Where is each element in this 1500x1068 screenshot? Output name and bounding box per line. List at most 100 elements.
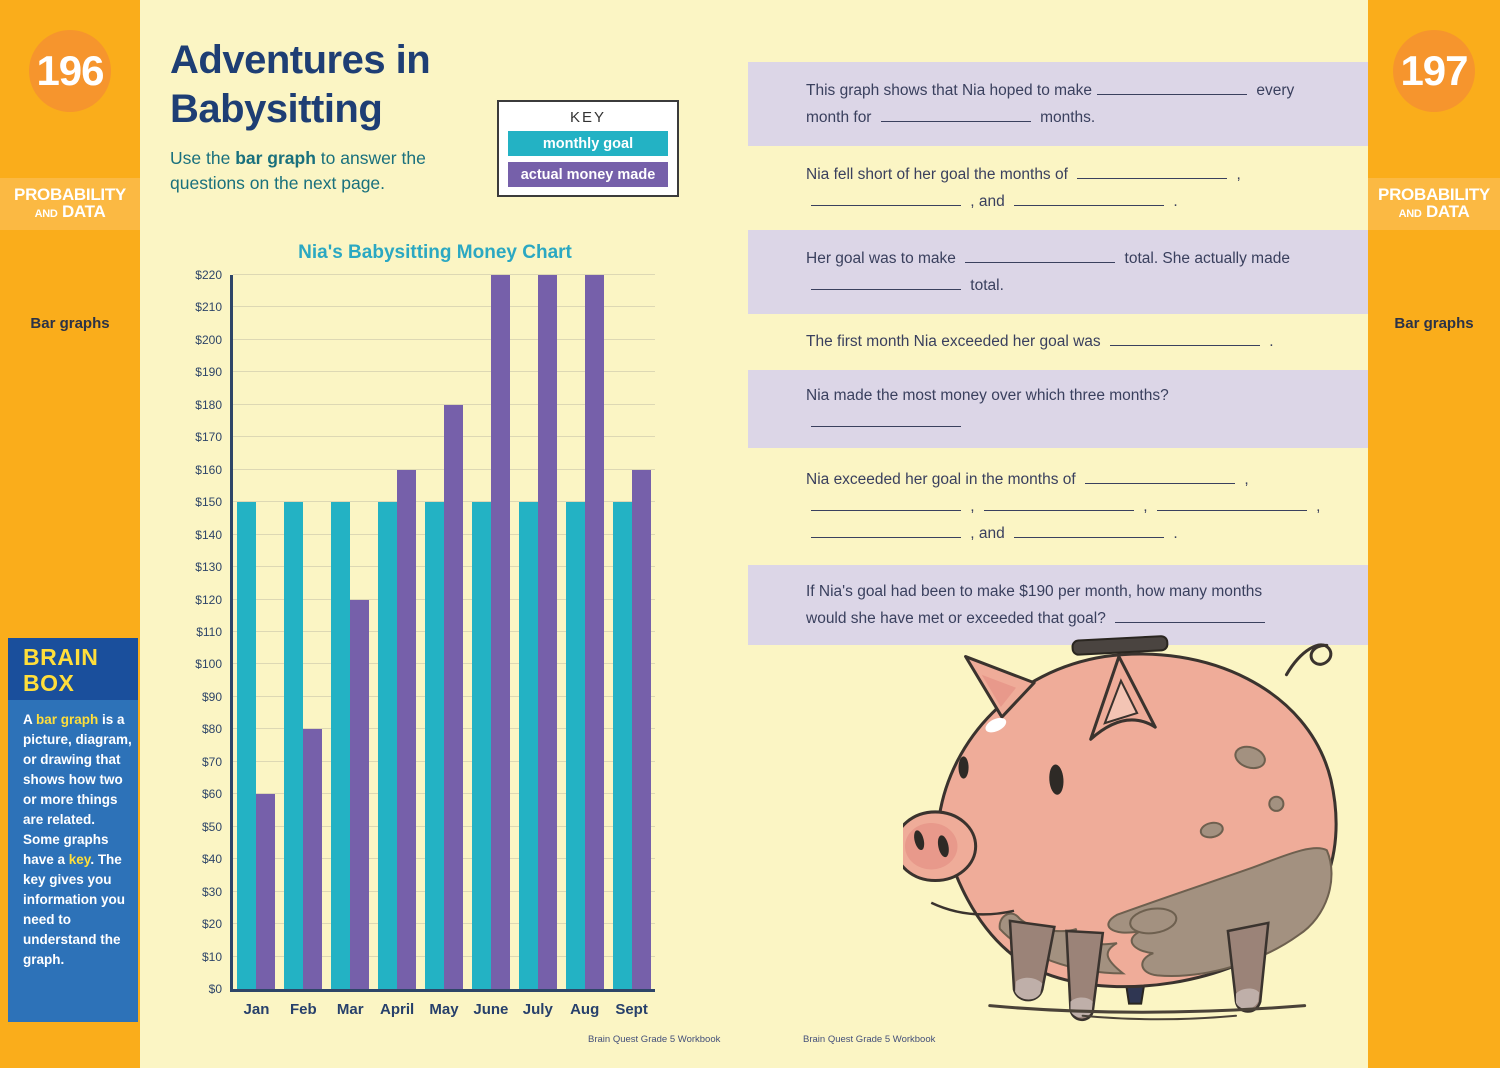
y-axis-tick-label: $110 — [196, 625, 222, 639]
piggy-left-ear-inner — [981, 674, 1017, 707]
ground-line — [988, 1004, 1307, 1014]
bar-goal-may — [425, 502, 444, 989]
bar-actual-june — [490, 275, 510, 989]
section-banner-left: PROBABILITY AND DATA — [0, 178, 140, 230]
piggy-mouth — [930, 901, 1015, 916]
instructions-text: Use the bar graph to answer the question… — [170, 146, 470, 196]
bar-actual-feb — [303, 729, 323, 989]
piggy-hoof — [1015, 977, 1043, 1000]
page-number-left: 196 — [29, 30, 111, 112]
question-text: . — [1264, 333, 1274, 350]
question-text: Nia fell short of her goal the months of — [806, 166, 1073, 183]
bar-goal-july — [518, 502, 538, 989]
bar-group-mar — [327, 275, 374, 989]
question-text: The first month Nia exceeded her goal wa… — [806, 333, 1105, 350]
y-axis-tick-label: $170 — [195, 430, 222, 445]
chart-plot: Jan Feb Mar April May June July Aug Sept $0 $10 $2… — [195, 268, 655, 1018]
key-item-0: monthly goal — [508, 131, 668, 156]
piggy-bank-illustration — [903, 635, 1338, 1022]
bar-goal-feb — [284, 502, 304, 989]
text-segment: is a picture, diagram, or drawing that s… — [23, 712, 132, 867]
question-text: months. — [1035, 109, 1096, 126]
answer-blank[interactable] — [811, 191, 961, 206]
answer-blank[interactable] — [811, 496, 961, 511]
bar-goal-mar — [331, 502, 351, 989]
answer-blank[interactable] — [983, 496, 1134, 511]
answer-blank[interactable] — [1014, 523, 1165, 538]
y-axis-tick-label: $160 — [195, 462, 222, 477]
piggy-mud-spot — [1129, 907, 1178, 935]
y-axis-tick-label: $80 — [201, 722, 222, 737]
question-text: , — [1240, 471, 1249, 488]
bar-group-feb — [280, 275, 327, 989]
coin-slot — [1071, 635, 1169, 656]
section-title-line1: PROBABILITY — [14, 184, 126, 204]
answer-blank[interactable] — [880, 107, 1031, 122]
bar-actual-aug — [584, 275, 604, 989]
section-title-line2: AND DATA — [1398, 201, 1470, 221]
bar-goal-aug — [565, 502, 585, 989]
bar-group-july — [514, 275, 561, 989]
y-axis-tick-label: $130 — [195, 560, 222, 575]
bar-group-june — [467, 275, 514, 989]
y-axis-tick-label: $210 — [195, 300, 222, 315]
bar-groups — [233, 275, 655, 989]
key-title: KEY — [569, 109, 606, 126]
gridline — [233, 338, 655, 340]
piggy-eye-far — [958, 756, 969, 779]
bar-goal-june — [471, 502, 491, 989]
y-axis-tick-label: $120 — [195, 592, 222, 607]
answer-blank[interactable] — [1109, 331, 1260, 346]
footer-left: Brain Quest Grade 5 Workbook — [588, 1034, 721, 1045]
question-text: would she have met or exceeded that goal… — [806, 610, 1111, 627]
question-6: Nia exceeded her goal in the months of ,… — [748, 451, 1368, 562]
question-text: total. She actually made — [1120, 250, 1290, 267]
y-axis-tick-label: $180 — [195, 397, 222, 412]
question-text: , and — [966, 525, 1010, 542]
piggy-tail — [1284, 643, 1333, 677]
x-axis-label-feb: Feb — [290, 1001, 317, 1018]
y-axis-tick-label: $10 — [201, 949, 222, 964]
bar-actual-sept — [631, 469, 651, 989]
bar-actual-mar — [350, 599, 370, 989]
answer-blank[interactable] — [965, 248, 1116, 263]
text-segment: Use the — [170, 148, 236, 168]
answer-blank[interactable] — [811, 275, 961, 290]
page-number-right: 197 — [1393, 30, 1475, 112]
piggy-shine — [985, 717, 1007, 733]
y-axis-tick-label: $90 — [201, 689, 222, 704]
gridline — [233, 274, 655, 275]
question-text: , and — [966, 193, 1010, 210]
chart-key: KEY monthly goal actual money made — [497, 100, 679, 197]
answer-blank[interactable] — [811, 523, 961, 538]
answer-blank[interactable] — [1085, 469, 1236, 484]
question-4: The first month Nia exceeded her goal wa… — [748, 317, 1368, 367]
answer-blank[interactable] — [1077, 164, 1228, 179]
answer-blank[interactable] — [811, 412, 961, 427]
text-segment: bar graph — [36, 712, 99, 727]
question-text: , — [1232, 166, 1241, 183]
answer-blank[interactable] — [1097, 80, 1248, 95]
question-2: Nia fell short of her goal the months of… — [748, 149, 1368, 227]
x-axis-label-sept: Sept — [615, 1001, 648, 1018]
y-axis-tick-label: $40 — [201, 852, 222, 867]
brain-box: BRAIN BOX A bar graph is a picture, diagr… — [8, 638, 138, 1022]
section-title-line1: PROBABILITY — [1378, 184, 1490, 204]
x-axis-label-april: April — [380, 1001, 415, 1018]
y-axis-tick-label: $30 — [201, 884, 222, 899]
answer-blank[interactable] — [1115, 608, 1266, 623]
y-axis-tick-label: $0 — [208, 982, 222, 996]
gridline — [233, 371, 655, 373]
question-text: month for — [806, 109, 876, 126]
piggy-snout-inner — [905, 823, 958, 870]
bar-group-sept — [608, 275, 655, 989]
text-segment: . The key gives you information you need… — [23, 852, 125, 967]
text-segment: A — [23, 712, 36, 727]
ground-line-2 — [1081, 1014, 1238, 1021]
answer-blank[interactable] — [1014, 191, 1165, 206]
gridline — [233, 306, 655, 308]
answer-blank[interactable] — [1156, 496, 1307, 511]
bar-goal-sept — [612, 502, 632, 989]
text-segment: key — [68, 852, 91, 867]
bar-goal-jan — [237, 502, 257, 989]
